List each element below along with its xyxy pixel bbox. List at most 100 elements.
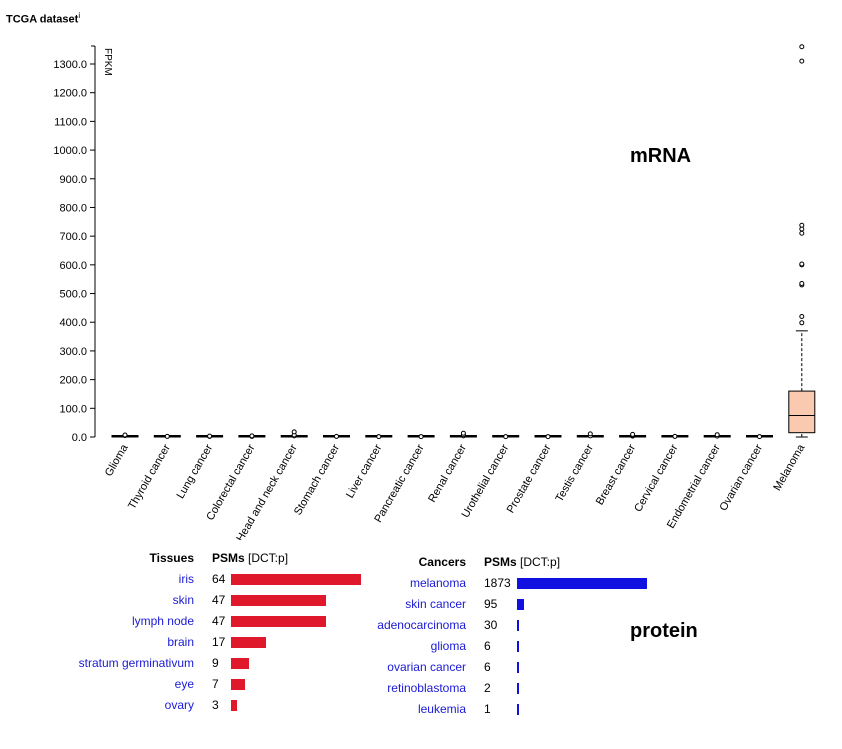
- row-bar: [517, 578, 647, 589]
- outlier-point: [799, 261, 805, 267]
- outlier-point: [799, 44, 805, 50]
- header-value: PSMs [DCT:p]: [484, 552, 560, 573]
- row-link[interactable]: brain: [167, 635, 194, 649]
- x-tick-label: Liver cancer: [344, 442, 385, 500]
- row-value: 2: [484, 681, 491, 695]
- table-row: eye 7: [0, 674, 370, 695]
- table-header: Tissues PSMs [DCT:p]: [0, 548, 370, 569]
- y-tick-label: 400.0: [59, 317, 87, 329]
- info-icon[interactable]: i: [78, 11, 81, 20]
- outlier-point: [799, 280, 805, 286]
- header-name: Cancers: [418, 555, 466, 569]
- row-link[interactable]: lymph node: [131, 614, 194, 628]
- outlier-point: [757, 434, 762, 440]
- header-value-label: PSMs: [484, 555, 521, 569]
- row-value: 3: [212, 698, 219, 712]
- outlier-point: [799, 230, 805, 236]
- header-value-label: PSMs: [212, 551, 249, 565]
- y-tick-label: 0.0: [72, 432, 87, 444]
- outlier-point: [799, 222, 805, 228]
- outlier-point: [799, 320, 805, 326]
- header-name: Tissues: [149, 551, 194, 565]
- y-tick-label: 1200.0: [53, 88, 87, 100]
- header-value: PSMs [DCT:p]: [212, 548, 288, 569]
- x-tick-label: Cervical cancer: [632, 442, 680, 514]
- table-row: skin 47: [0, 590, 370, 611]
- table-row: ovarian cancer 6: [370, 657, 670, 678]
- row-value: 7: [212, 677, 219, 691]
- row-link[interactable]: skin cancer: [405, 597, 466, 611]
- row-link[interactable]: ovary: [164, 698, 194, 712]
- table-row: skin cancer 95: [370, 594, 670, 615]
- table-row: glioma 6: [370, 636, 670, 657]
- x-tick-label: Thyroid cancer: [126, 442, 173, 511]
- row-bar: [517, 683, 519, 694]
- row-link[interactable]: leukemia: [417, 702, 466, 716]
- y-tick-label: 900.0: [59, 174, 87, 186]
- x-tick-label: Renal cancer: [426, 442, 469, 504]
- outlier-point: [799, 313, 805, 319]
- outlier-point: [164, 433, 170, 439]
- row-link[interactable]: skin: [172, 593, 194, 607]
- table-row: iris 64: [0, 569, 370, 590]
- y-tick-label: 500.0: [59, 289, 87, 301]
- row-bar: [517, 662, 519, 673]
- y-tick-label: 800.0: [59, 202, 87, 214]
- x-tick-label: Lung cancer: [175, 442, 216, 501]
- header-unit: [DCT:p]: [520, 555, 561, 569]
- outlier-point: [122, 432, 128, 438]
- dataset-title: TCGA dataseti: [6, 11, 81, 26]
- x-tick-label: Glioma: [103, 442, 131, 479]
- outlier-point: [672, 433, 678, 439]
- y-tick-label: 100.0: [59, 403, 87, 415]
- table-row: adenocarcinoma 30: [370, 615, 670, 636]
- table-row: lymph node 47: [0, 611, 370, 632]
- row-bar: [231, 679, 246, 690]
- outlier-point: [587, 431, 593, 437]
- row-value: 64: [212, 572, 226, 586]
- x-tick-label: Breast cancer: [594, 442, 638, 507]
- row-value: 17: [212, 635, 226, 649]
- mrna-boxplot: 0.0 100.0 200.0 300.0 400.0 500.0 600.0 700.0 80…: [53, 44, 816, 540]
- y-tick-label: 600.0: [59, 260, 87, 272]
- row-value: 6: [484, 660, 491, 674]
- cancers-table: Cancers PSMs [DCT:p] melanoma 1873 skin canc…: [370, 552, 670, 727]
- row-link[interactable]: retinoblastoma: [387, 681, 466, 695]
- row-value: 30: [484, 618, 498, 632]
- row-link[interactable]: glioma: [430, 639, 466, 653]
- row-bar: [231, 637, 266, 648]
- row-value: 47: [212, 614, 226, 628]
- row-bar: [517, 704, 519, 715]
- row-link[interactable]: eye: [174, 677, 194, 691]
- row-link[interactable]: ovarian cancer: [387, 660, 466, 674]
- y-tick-label: 700.0: [59, 231, 87, 243]
- outlier-point: [545, 434, 551, 440]
- row-bar: [517, 599, 524, 610]
- tissues-table: Tissues PSMs [DCT:p] iris 64 skin 47 lymph nod…: [0, 548, 370, 723]
- y-tick-label: 200.0: [59, 375, 87, 387]
- row-value: 47: [212, 593, 226, 607]
- table-row: ovary 3: [0, 695, 370, 716]
- outlier-point: [714, 432, 720, 438]
- table-header: Cancers PSMs [DCT:p]: [370, 552, 670, 573]
- y-tick-label: 1100.0: [54, 116, 87, 128]
- row-bar: [231, 574, 361, 585]
- box-16: [788, 390, 816, 434]
- protein-label: protein: [630, 620, 698, 642]
- table-row: leukemia 1: [370, 699, 670, 720]
- row-link[interactable]: stratum germinativum: [78, 656, 194, 670]
- row-link[interactable]: melanoma: [409, 576, 466, 590]
- row-bar: [231, 616, 327, 627]
- row-bar: [231, 658, 250, 669]
- row-link[interactable]: iris: [178, 572, 194, 586]
- x-tick-label: Ovarian cancer: [717, 442, 765, 513]
- outlier-point: [503, 434, 509, 440]
- x-tick-label: Melanoma: [771, 442, 808, 493]
- row-value: 1873: [484, 576, 511, 590]
- outlier-point: [249, 433, 255, 439]
- outlier-point: [460, 430, 466, 436]
- x-tick-label: Stomach cancer: [292, 442, 342, 517]
- table-row: retinoblastoma 2: [370, 678, 670, 699]
- outlier-point: [376, 434, 382, 440]
- row-link[interactable]: adenocarcinoma: [377, 618, 466, 632]
